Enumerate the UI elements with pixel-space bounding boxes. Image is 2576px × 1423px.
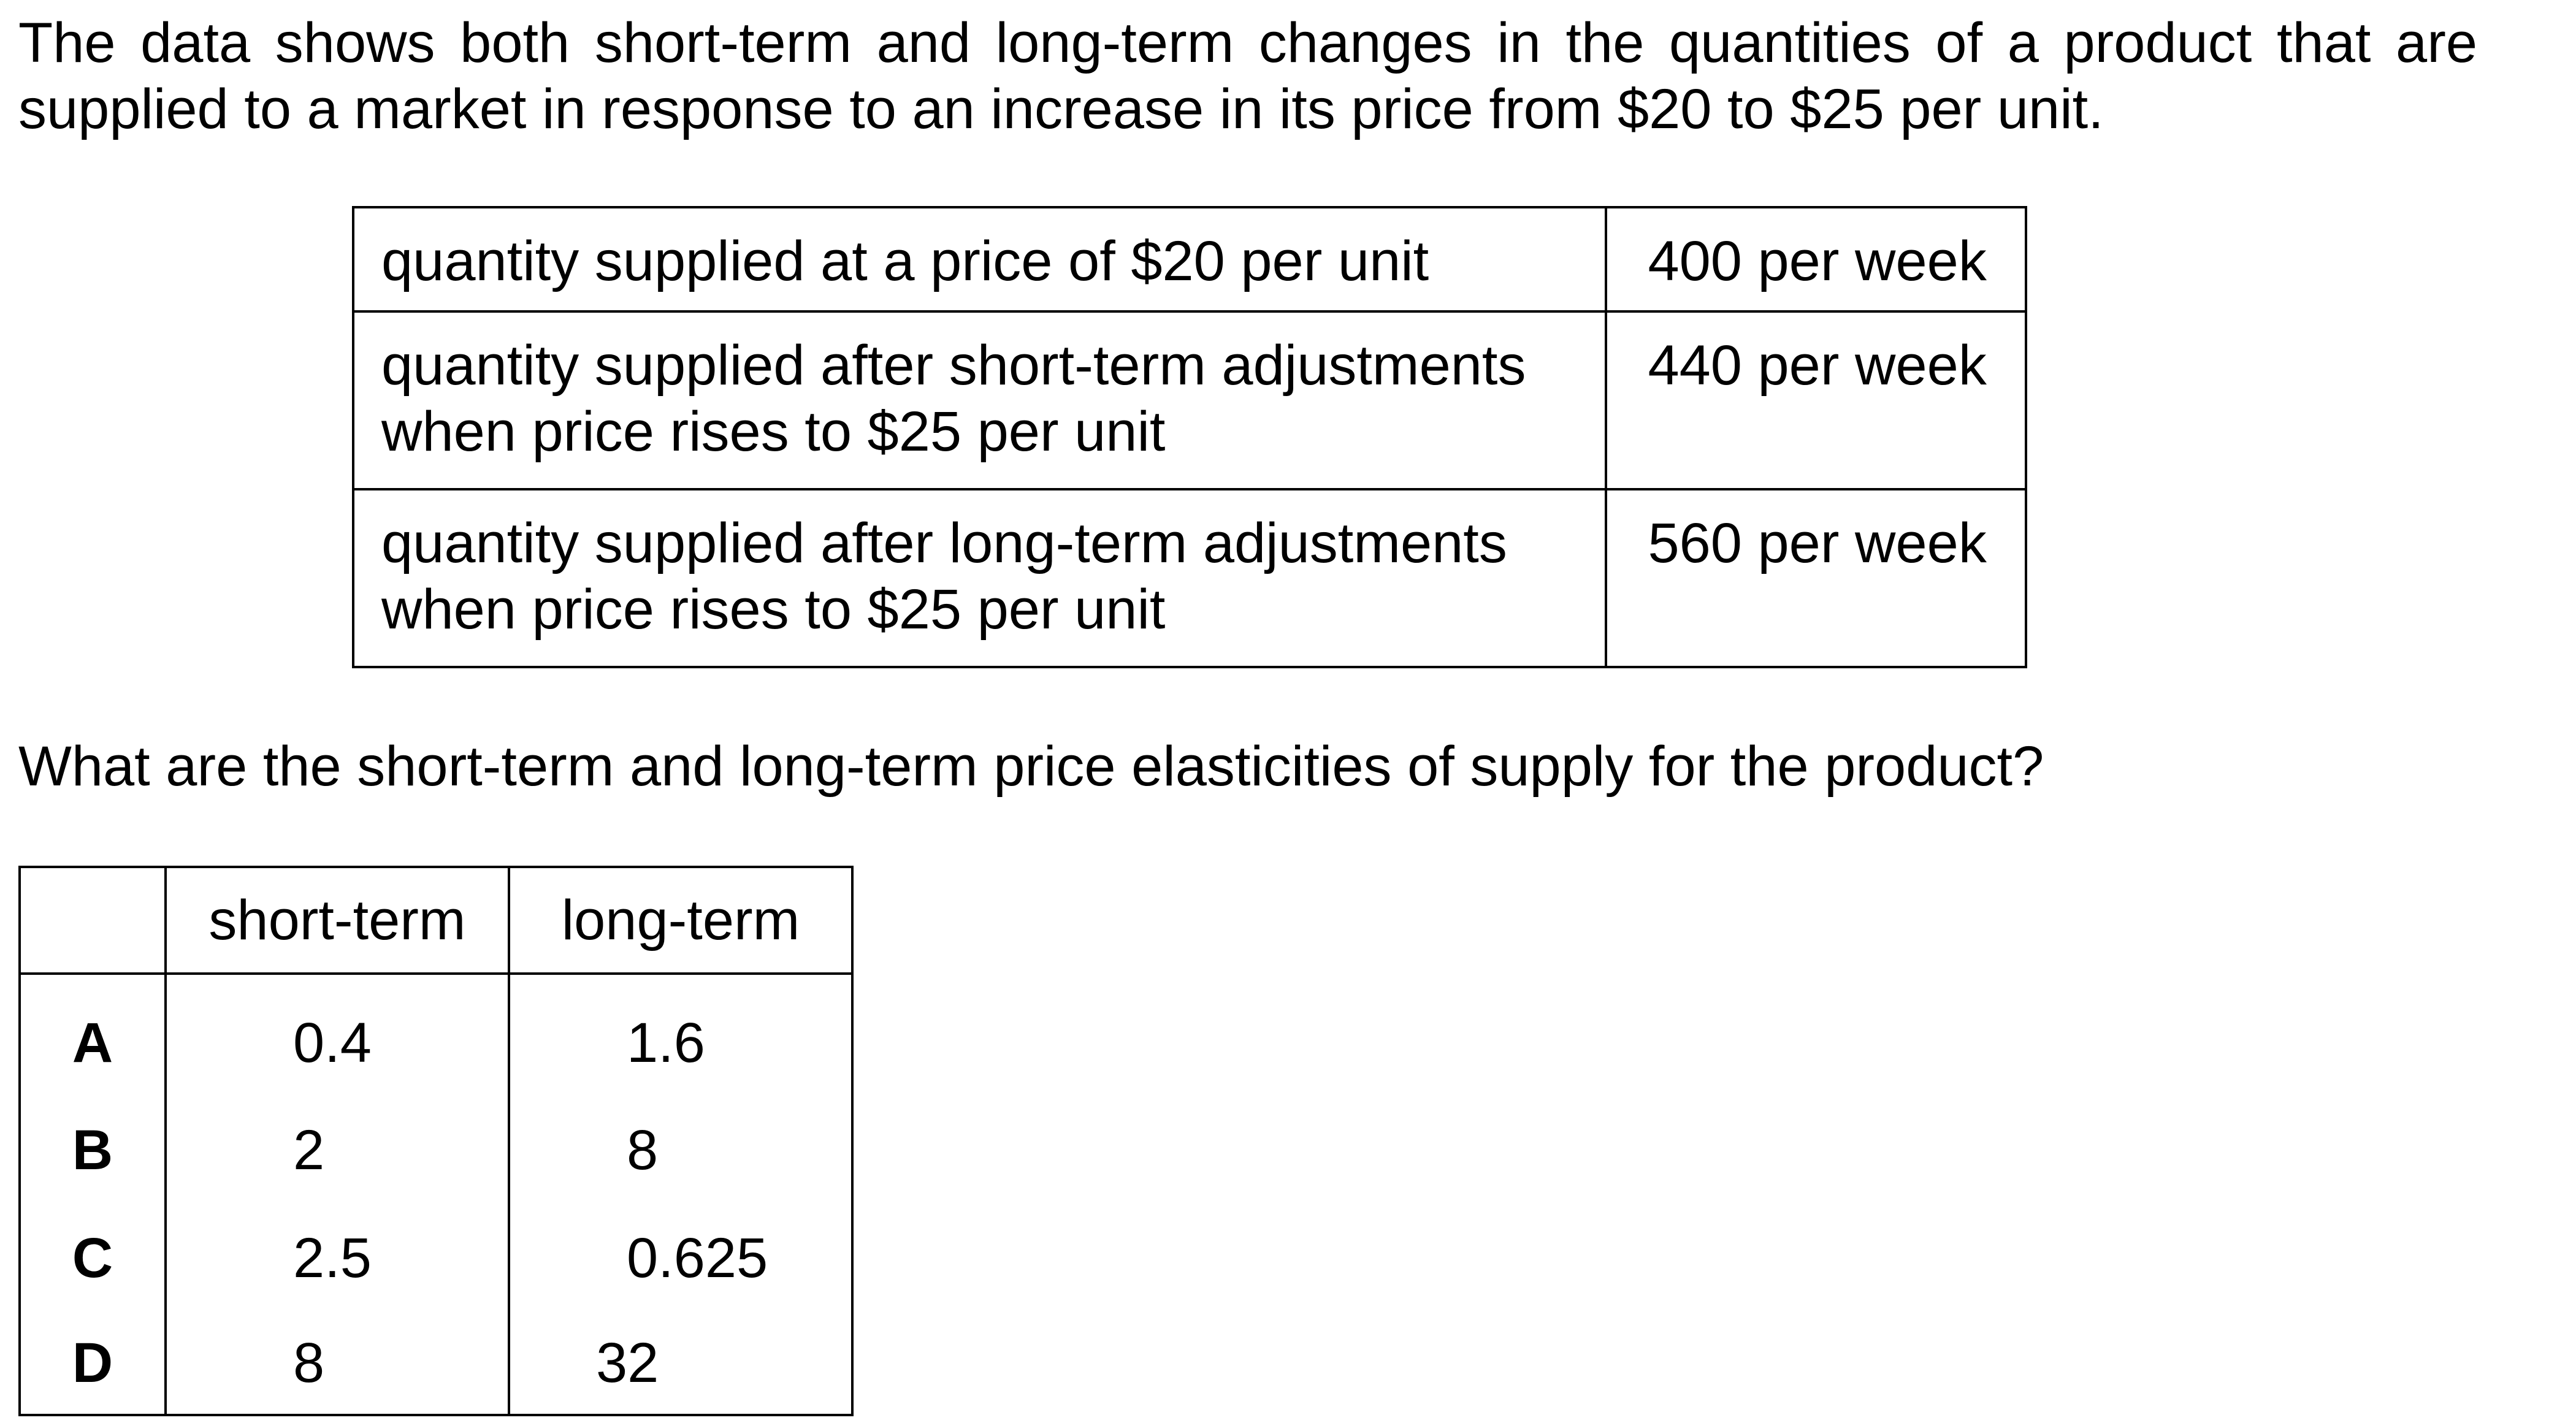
row-description-text: quantity supplied after short-term adjus… [381,334,1526,463]
option-short-term: 0.4 [164,974,510,1096]
option-row-d: D 8 32 [18,1312,854,1416]
row-description-text: quantity supplied after long-term adjust… [381,512,1507,641]
option-long-term: 8 [508,1096,854,1204]
row-description: quantity supplied at a price of $20 per … [351,206,1608,313]
header-short-term: short-term [164,866,510,975]
option-long-term-value: 32 [596,1332,659,1394]
option-letter: A [18,974,167,1096]
row-description: quantity supplied after long-term adjust… [351,488,1608,668]
option-row-a: A 0.4 1.6 [18,974,854,1096]
option-long-term: 0.625 [508,1204,854,1312]
option-short-term-value: 2 [293,1119,325,1181]
table-row: quantity supplied after long-term adjust… [351,488,2027,668]
options-header-row: short-term long-term [18,866,854,975]
table-row: quantity supplied after short-term adjus… [351,310,2027,490]
row-description: quantity supplied after short-term adjus… [351,310,1608,490]
question-text: What are the short-term and long-term pr… [18,735,2044,798]
option-short-term: 8 [164,1312,510,1416]
row-quantity: 560 per week [1605,488,2027,668]
option-row-c: C 2.5 0.625 [18,1204,854,1312]
option-long-term-value: 1.6 [627,1012,705,1074]
option-long-term: 1.6 [508,974,854,1096]
table-row: quantity supplied at a price of $20 per … [351,206,2027,313]
option-letter: B [18,1096,167,1204]
option-row-b: B 2 8 [18,1096,854,1204]
answer-options-table: short-term long-term A 0.4 1.6 B 2 8 C 2… [18,866,854,1416]
header-long-term: long-term [508,866,854,975]
option-short-term-value: 2.5 [293,1227,372,1289]
supply-data-table: quantity supplied at a price of $20 per … [351,206,2027,668]
option-letter: C [18,1204,167,1312]
row-quantity: 440 per week [1605,310,2027,490]
intro-paragraph: The data shows both short-term and long-… [18,12,2477,140]
option-letter: D [18,1312,167,1416]
header-letter-cell [18,866,167,975]
option-long-term: 32 [508,1312,854,1416]
row-quantity: 400 per week [1605,206,2027,313]
option-long-term-value: 0.625 [627,1227,768,1289]
option-long-term-value: 8 [627,1119,659,1181]
option-short-term-value: 0.4 [293,1012,372,1074]
option-short-term: 2.5 [164,1204,510,1312]
option-short-term-value: 8 [293,1332,325,1394]
option-short-term: 2 [164,1096,510,1204]
